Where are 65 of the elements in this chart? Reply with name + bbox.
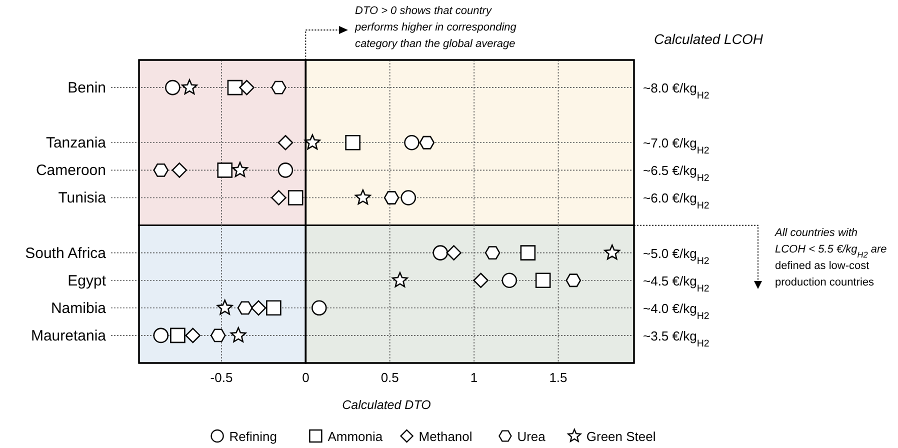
y-tick-label: Mauretania [30,327,107,344]
y2-axis-title: Calculated LCOH [654,31,764,47]
legend-label: Ammonia [328,429,384,444]
y-tick-label: South Africa [25,244,107,262]
point [354,189,371,205]
x-tick-label: 0.5 [380,370,399,385]
y2-tick-label: ~6.5 €/kg$_{H2}$ [643,163,710,184]
legend-label: Refining [229,429,278,444]
legend-label: Green Steel [586,429,656,444]
text: All countries with LCOH < 5.5 €/kg$_{H2}$ are defined as low-cost production countries [774,227,887,288]
point [304,134,320,150]
point [271,80,286,94]
point [604,244,620,260]
point [266,300,282,316]
y2-tick-label: ~7.0 €/kg$_{H2}$ [643,136,710,156]
y2-tick-label: ~4.0 €/kg$_{H2}$ [643,300,710,322]
point [419,136,435,150]
point [278,162,294,178]
y-tick-label: Tanzania [46,134,107,152]
point [502,272,518,288]
point [345,134,360,150]
x-axis-title: Calculated DTO [342,398,432,412]
point [153,328,169,344]
y-tick-label: Benin [68,80,106,97]
point [216,300,233,315]
point [384,191,400,204]
point [288,190,304,206]
y2-tick-label: ~6.0 €/kg$_{H2}$ [643,190,710,212]
point [185,328,201,344]
point [484,246,500,260]
point [172,162,188,178]
point [182,79,198,94]
point [535,272,551,288]
point [392,272,408,288]
point [400,190,416,206]
x-tick-label: 1.5 [549,370,568,385]
y2-tick-label: ~5.0 €/kg$_{H2}$ [643,246,710,266]
point [165,80,180,96]
point [404,135,420,150]
x-tick-label: 0 [302,370,310,385]
point [237,301,253,315]
point [230,327,246,342]
y-tick-label: Tunisia [58,190,107,207]
y-tick-label: Egypt [68,272,107,290]
point [312,300,327,316]
point [239,80,254,96]
legend-label: Urea [517,429,546,444]
x-tick-label: -0.5 [210,370,233,385]
y-tick-label: Namibia [50,300,107,317]
y-tick-label: Cameroon [36,162,106,180]
point [170,328,186,344]
y2-tick-label: ~8.0 €/kg$_{H2}$ [643,80,710,102]
point [566,274,582,288]
point [210,328,226,342]
x-tick-label: 1 [470,370,478,385]
text: DTO > 0 shows that country performs higher in corresponding category than the global average [354,5,518,50]
point [227,80,243,96]
point [217,162,233,178]
point [153,163,169,177]
point [232,162,248,178]
legend-label: Methanol [418,429,472,444]
point [432,245,448,260]
point [520,245,536,260]
y2-tick-label: ~3.5 €/kg$_{H2}$ [643,328,710,349]
y2-tick-label: ~4.5 €/kg$_{H2}$ [643,273,710,294]
